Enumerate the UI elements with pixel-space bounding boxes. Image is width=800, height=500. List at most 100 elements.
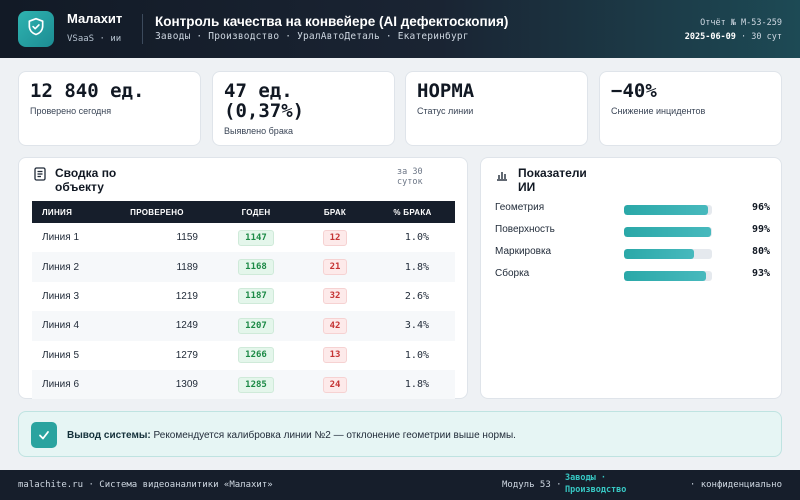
cell-checked: 1279 bbox=[175, 349, 198, 361]
defect-badge: 32 bbox=[322, 288, 348, 305]
cell-line: Линия 3 bbox=[42, 290, 80, 302]
metric-value: 80% bbox=[751, 246, 770, 257]
conclusion-text: Вывод системы: Рекомендуется калибровка … bbox=[67, 429, 517, 443]
app-logo[interactable] bbox=[18, 11, 54, 47]
report-info: Отчёт № M-53-259 2025-06-09 · 30 сут bbox=[662, 16, 782, 44]
good-badge: 1168 bbox=[238, 259, 274, 276]
cell-line: Линия 5 bbox=[42, 349, 80, 361]
metric-bar-track bbox=[624, 205, 712, 215]
col-header-defect-pct[interactable]: % БРАКА bbox=[370, 201, 455, 223]
col-header-good[interactable]: ГОДЕН bbox=[212, 201, 300, 223]
table-row[interactable]: Линия 4 1249 1207 42 3.4% bbox=[32, 311, 455, 341]
cell-line: Линия 1 bbox=[42, 232, 80, 244]
kpi-label: Снижение инцидентов bbox=[611, 106, 706, 116]
good-badge: 1266 bbox=[238, 347, 274, 364]
table-row[interactable]: Линия 6 1309 1285 24 1.8% bbox=[32, 369, 455, 400]
report-period: · 30 сут bbox=[741, 32, 782, 42]
document-icon bbox=[34, 167, 46, 186]
metric-label: Сборка bbox=[495, 268, 530, 279]
check-icon bbox=[31, 422, 57, 448]
summary-title: Сводка по объекту bbox=[55, 166, 117, 194]
metric-bar-fill bbox=[624, 227, 712, 237]
kpi-card-defects: 47 ед. (0,37%) Выявлено брака bbox=[212, 71, 395, 146]
metric-value: 96% bbox=[751, 202, 770, 213]
good-badge: 1147 bbox=[238, 229, 274, 246]
kpi-card-status: НОРМА Статус линии bbox=[405, 71, 588, 146]
good-badge: 1187 bbox=[238, 288, 274, 305]
cell-defect-pct: 1.0% bbox=[404, 349, 429, 361]
metric-value: 99% bbox=[751, 224, 770, 235]
defect-badge: 13 bbox=[322, 347, 348, 364]
metric-bar-fill bbox=[624, 271, 706, 281]
conclusion-label: Вывод системы: bbox=[67, 430, 151, 441]
kpi-value: 47 ед. (0,37%) bbox=[224, 80, 305, 122]
metric-assembly: Сборка 93% bbox=[495, 267, 770, 283]
defect-badge: 42 bbox=[322, 317, 348, 334]
metric-marking: Маркировка 80% bbox=[495, 245, 770, 261]
cell-checked: 1249 bbox=[175, 320, 198, 332]
metric-bar-fill bbox=[624, 249, 695, 259]
defect-badge: 21 bbox=[322, 259, 348, 276]
col-header-checked[interactable]: ПРОВЕРЕНО bbox=[116, 201, 212, 223]
footer-section-link[interactable]: Заводы · Производство bbox=[565, 473, 627, 495]
footer-site[interactable]: malachite.ru · Система видеоаналитики «М… bbox=[18, 480, 273, 490]
metric-bar-fill bbox=[624, 205, 709, 215]
kpi-card-checked: 12 840 ед. Проверено сегодня bbox=[18, 71, 201, 146]
metric-geometry: Геометрия 96% bbox=[495, 201, 770, 217]
brand-block: Малахит VSaaS · ии bbox=[67, 11, 142, 47]
kpi-value: 12 840 ед. bbox=[30, 80, 145, 102]
cell-defect-pct: 2.6% bbox=[404, 290, 429, 302]
metric-label: Геометрия bbox=[495, 202, 545, 213]
conclusion-message: Рекомендуется калибровка линии №2 — откл… bbox=[153, 430, 516, 441]
table-header-row: ЛИНИЯ ПРОВЕРЕНО ГОДЕН БРАК % БРАКА bbox=[32, 201, 455, 223]
metric-bar-track bbox=[624, 227, 712, 237]
defect-badge: 12 bbox=[322, 229, 348, 246]
summary-panel: Сводка по объекту за 30 суток ЛИНИЯ ПРОВ… bbox=[18, 157, 468, 400]
kpi-value: НОРМА bbox=[417, 80, 475, 102]
metric-surface: Поверхность 99% bbox=[495, 223, 770, 239]
ai-metrics-panel: Показатели ИИ Геометрия 96% Поверхность … bbox=[480, 157, 782, 399]
good-badge: 1285 bbox=[238, 376, 274, 393]
metric-bar-track bbox=[624, 249, 712, 259]
col-header-line[interactable]: ЛИНИЯ bbox=[32, 201, 116, 223]
table-row[interactable]: Линия 3 1219 1187 32 2.6% bbox=[32, 282, 455, 311]
table-row[interactable]: Линия 2 1189 1168 21 1.8% bbox=[32, 252, 455, 282]
kpi-value: −40% bbox=[611, 80, 657, 102]
app-header: Малахит VSaaS · ии Контроль качества на … bbox=[0, 0, 800, 58]
brand-name: Малахит bbox=[67, 11, 123, 26]
cell-line: Линия 2 bbox=[42, 261, 80, 273]
metric-label: Маркировка bbox=[495, 246, 552, 257]
cell-checked: 1219 bbox=[175, 290, 198, 302]
cell-line: Линия 6 bbox=[42, 379, 80, 391]
col-header-defect[interactable]: БРАК bbox=[300, 201, 370, 223]
footer-confidential: · конфиденциально bbox=[689, 480, 782, 490]
breadcrumb[interactable]: Заводы · Производство · УралАвтоДеталь ·… bbox=[155, 31, 469, 42]
system-conclusion: Вывод системы: Рекомендуется калибровка … bbox=[18, 411, 782, 457]
table-row[interactable]: Линия 5 1279 1266 13 1.0% bbox=[32, 341, 455, 370]
footer: malachite.ru · Система видеоаналитики «М… bbox=[0, 470, 800, 500]
cell-checked: 1189 bbox=[176, 261, 198, 273]
cell-defect-pct: 1.8% bbox=[404, 379, 429, 391]
cell-defect-pct: 1.8% bbox=[404, 261, 429, 273]
report-number: Отчёт № M-53-259 bbox=[700, 18, 782, 28]
header-divider bbox=[142, 14, 143, 44]
cell-checked: 1159 bbox=[176, 232, 198, 244]
report-date: 2025-06-09 bbox=[684, 32, 736, 42]
kpi-label: Проверено сегодня bbox=[30, 106, 112, 116]
metric-value: 93% bbox=[751, 268, 770, 279]
metric-bar-track bbox=[624, 271, 712, 281]
shield-check-icon bbox=[26, 17, 46, 42]
cell-defect-pct: 3.4% bbox=[404, 320, 429, 332]
kpi-label: Статус линии bbox=[417, 106, 474, 116]
metrics-title: Показатели ИИ bbox=[518, 166, 587, 194]
kpi-card-incidents: −40% Снижение инцидентов bbox=[599, 71, 782, 146]
defect-badge: 24 bbox=[322, 376, 348, 393]
cell-defect-pct: 1.0% bbox=[404, 232, 429, 244]
page-title: Контроль качества на конвейере (AI дефек… bbox=[155, 14, 509, 29]
good-badge: 1207 bbox=[238, 317, 274, 334]
summary-table: ЛИНИЯ ПРОВЕРЕНО ГОДЕН БРАК % БРАКА Линия… bbox=[32, 201, 455, 400]
footer-module: Модуль 53 · bbox=[502, 480, 562, 490]
kpi-label: Выявлено брака bbox=[224, 126, 293, 136]
table-row[interactable]: Линия 1 1159 1147 12 1.0% bbox=[32, 223, 455, 252]
cell-line: Линия 4 bbox=[42, 320, 80, 332]
